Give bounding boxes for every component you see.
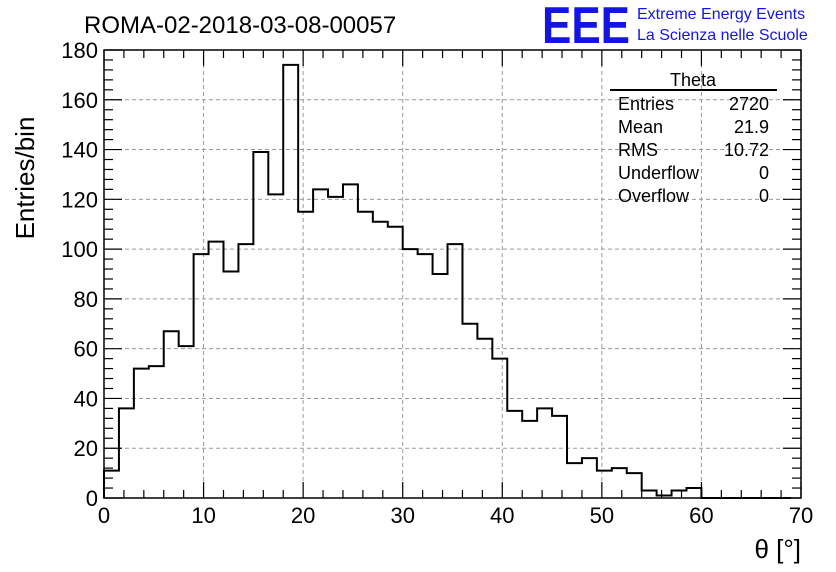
histogram-bin [343,184,358,498]
histogram-bin [388,227,403,498]
y-tick-label: 80 [74,287,98,312]
histogram-bin [686,488,701,498]
stats-row-value: 0 [759,186,769,206]
histogram-bin [223,272,238,498]
histogram-bin [119,408,134,498]
logo-line-1: Extreme Energy Events [637,6,805,23]
y-tick-label: 160 [61,88,98,113]
histogram-bin [313,189,328,498]
stats-row-value: 21.9 [734,117,769,137]
histogram-bin [104,471,119,498]
plot-frame [103,49,802,499]
histogram-bin [253,152,268,498]
logo-mark: EEE [542,0,630,55]
tick-labels: 0 10 20 30 40 50 60 70 0 20 40 60 80 100 120 140 160 180 [61,38,813,528]
histogram-outline [103,63,792,499]
histogram-bin [238,244,253,498]
stats-row-value: 2720 [729,94,769,114]
histogram-bin [552,416,567,498]
histogram-bin [418,254,433,498]
histogram-bin [179,346,194,498]
y-tick-label: 0 [86,486,98,511]
x-tick-label: 30 [390,503,414,528]
histogram-bin [507,411,522,498]
x-tick-label: 50 [590,503,614,528]
histogram-bin [448,244,463,498]
histogram-bin [537,408,552,498]
grid [104,50,801,498]
x-axis-label: θ [°] [754,534,801,564]
axes [103,49,802,499]
y-tick-label: 60 [74,337,98,362]
x-tick-label: 10 [191,503,215,528]
y-tick-label: 140 [61,138,98,163]
histogram-bin [403,249,418,498]
y-tick-label: 120 [61,187,98,212]
stats-row-label: Overflow [618,186,690,206]
y-axis-label: Entries/bin [10,117,40,240]
histogram-bin [149,366,164,498]
histogram-bin [672,491,687,498]
stats-row-label: Entries [618,94,674,114]
chart-title: ROMA-02-2018-03-08-00057 [84,12,396,39]
histogram-bin [164,331,179,498]
histogram-bin [194,254,209,498]
histogram-bin [268,194,283,498]
histogram-bin [433,274,448,498]
histogram-bin [612,468,627,498]
x-tick-label: 70 [789,503,813,528]
x-tick-label: 0 [98,503,110,528]
logo-line-2: La Scienza nelle Scuole [637,27,808,44]
histogram-bin [582,458,597,498]
histogram-bin [209,242,224,498]
y-tick-label: 20 [74,436,98,461]
stats-rows: Entries 2720 Mean 21.9 RMS 10.72 Underflow 0 Ove… [618,94,769,206]
stats-row-value: 0 [759,163,769,183]
y-tick-label: 180 [61,38,98,63]
histogram-bin [358,212,373,498]
x-tick-label: 60 [689,503,713,528]
stats-row-label: Mean [618,117,663,137]
histogram-bin [642,491,657,498]
stats-row-label: Underflow [618,163,700,183]
stats-row-value: 10.72 [724,140,769,160]
histogram-bars [103,63,792,499]
x-tick-label: 20 [291,503,315,528]
histogram-bin [627,473,642,498]
histogram-bin [328,197,343,498]
x-tick-label: 40 [490,503,514,528]
y-tick-label: 100 [61,237,98,262]
histogram-bin [522,421,537,498]
stats-title: Theta [670,70,717,90]
histogram-bin [567,463,582,498]
stats-box: Theta Entries 2720 Mean 21.9 RMS 10.72 Underfl… [610,70,777,206]
histogram-bin [134,369,149,498]
histogram-bin [283,65,298,498]
eee-logo: EEE Extreme Energy Events La Scienza nel… [542,0,808,55]
histogram-bin [597,471,612,498]
histogram-bin [373,222,388,498]
stats-row-label: RMS [618,140,658,160]
histogram-bin [298,212,313,498]
histogram-bin [477,339,492,498]
y-tick-label: 40 [74,386,98,411]
histogram-bin [462,324,477,498]
histogram-bin [492,359,507,498]
